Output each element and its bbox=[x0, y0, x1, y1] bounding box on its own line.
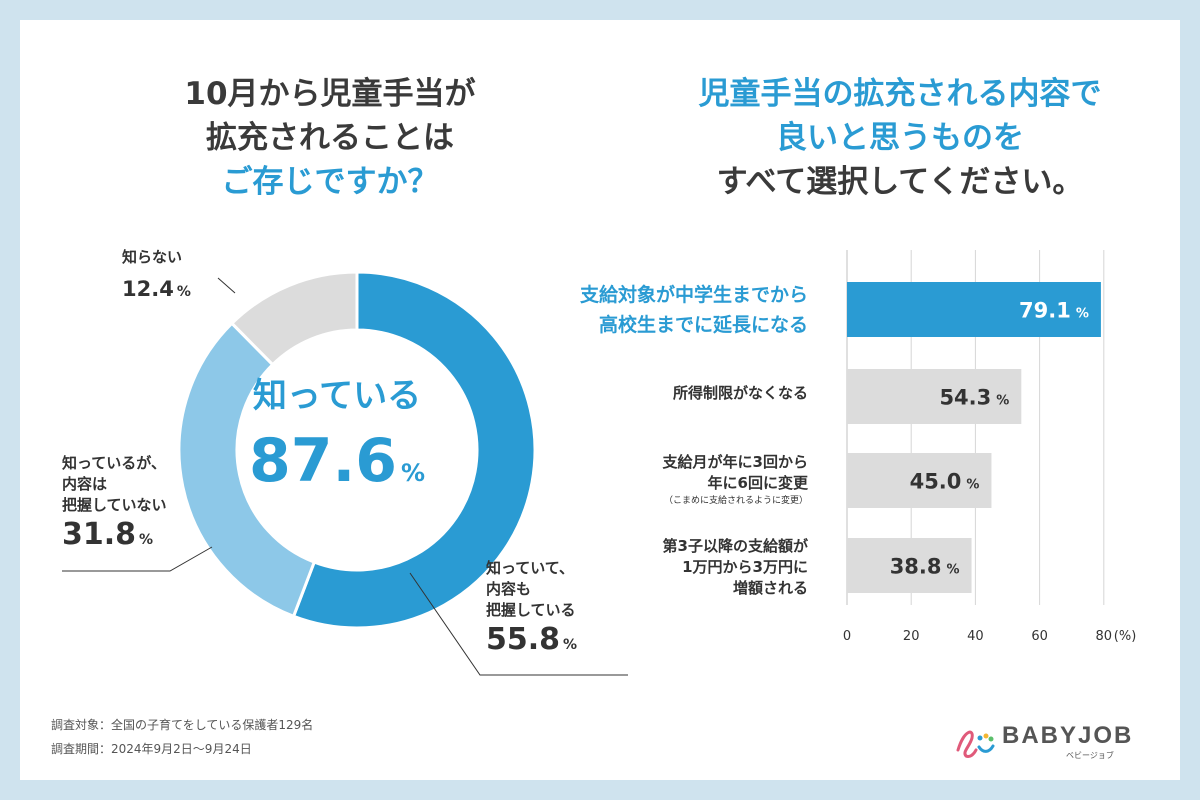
leader-line-unaware bbox=[217, 277, 236, 294]
x-unit-label: (%) bbox=[1114, 629, 1137, 644]
x-tick-label: 60 bbox=[1031, 629, 1048, 644]
bar-value-label-2: 45.0% bbox=[910, 470, 980, 494]
x-tick-label: 40 bbox=[967, 629, 984, 644]
donut-label-unaware-line1: 知らない bbox=[122, 248, 183, 266]
donut-center-pct: % bbox=[401, 459, 425, 487]
donut-value-aware-known: 55.8 bbox=[486, 622, 561, 657]
bar-category-1: 所得制限がなくなる bbox=[673, 383, 808, 404]
donut-value-aware-unknown: 31.8 bbox=[62, 517, 137, 552]
right-title-line1: 児童手当の拡充される内容で bbox=[698, 76, 1102, 112]
x-tick-label: 80 bbox=[1096, 629, 1113, 644]
donut-label-aware-known-line1: 知っていて、 bbox=[486, 559, 575, 577]
bar-3 bbox=[847, 538, 972, 593]
donut-label-unaware: 知らない 12.4% bbox=[122, 247, 191, 306]
donut-chart: 知っている 87.6% bbox=[62, 270, 628, 676]
donut-center-value-group: 87.6% bbox=[249, 426, 425, 496]
left-title-line1: 10月から児童手当が bbox=[184, 76, 476, 112]
bar-category-2-note: （こまめに支給されるように変更） bbox=[663, 496, 808, 506]
bar-1 bbox=[847, 369, 1022, 424]
left-title-line3: ご存じですか？ bbox=[221, 164, 439, 200]
donut-label-aware-known: 知っていて、 内容も 把握している 55.8% bbox=[486, 558, 577, 657]
donut-label-aware-unknown-line3: 把握していない bbox=[62, 496, 167, 514]
bar-chart: 79.1 % 54.3 % 45.0 % 38.8% 0 20 40 60 80 (%) bbox=[843, 250, 1137, 644]
bar-category-0-line2: 高校生までに延長になる bbox=[598, 314, 808, 336]
babyjob-logo-mark bbox=[956, 730, 995, 758]
infographic-card: 10月から児童手当が 拡充されることは ご存じですか？ 児童手当の拡充される内容… bbox=[20, 20, 1180, 780]
leader-line-aware-known bbox=[409, 572, 628, 676]
donut-slice-aware-known bbox=[291, 270, 537, 630]
bar-category-3: 第3子以降の支給額が 1万円から3万円に 増額される bbox=[663, 536, 808, 599]
x-tick-label: 0 bbox=[843, 629, 851, 644]
bar-value-label-3: 38.8% bbox=[890, 555, 960, 579]
donut-label-aware-known-line3: 把握している bbox=[486, 601, 576, 619]
x-tick-label: 20 bbox=[903, 629, 920, 644]
donut-pct-aware-known: % bbox=[563, 637, 578, 653]
donut-center-value: 87.6 bbox=[249, 426, 397, 496]
babyjob-logo: BABYJOB ベビージョブ bbox=[952, 720, 1152, 770]
donut-label-aware-unknown-line2: 内容は bbox=[62, 475, 108, 493]
leader-line-aware-unknown bbox=[62, 546, 213, 572]
bar-category-1-line1: 所得制限がなくなる bbox=[672, 384, 808, 402]
donut-center-label: 知っている bbox=[253, 376, 421, 416]
donut-slice-unaware bbox=[229, 270, 359, 367]
bar-category-3-line3: 増額される bbox=[732, 579, 808, 597]
bar-category-0: 支給対象が中学生までから 高校生までに延長になる bbox=[580, 280, 808, 340]
survey-period: 調査期間：2024年9月2日〜9月24日 bbox=[51, 742, 252, 756]
logo-subtext: ベビージョブ bbox=[1066, 751, 1114, 760]
survey-target: 調査対象：全国の子育てをしている保護者129名 bbox=[51, 718, 314, 732]
bar-category-3-line2: 1万円から3万円に bbox=[682, 558, 808, 576]
donut-pct-aware-unknown: % bbox=[139, 532, 154, 548]
bar-2 bbox=[847, 453, 992, 508]
donut-pct-unaware: % bbox=[176, 284, 191, 300]
donut-slice-aware-unknown bbox=[177, 321, 317, 619]
bar-category-0-line1: 支給対象が中学生までから bbox=[579, 284, 808, 306]
right-title: 児童手当の拡充される内容で 良いと思うものを すべて選択してください。 bbox=[620, 72, 1180, 204]
donut-label-aware-known-line2: 内容も bbox=[486, 580, 532, 598]
bar-category-2-line2: 年に6回に変更 bbox=[707, 474, 808, 492]
bar-category-2: 支給月が年に3回から 年に6回に変更 （こまめに支給されるように変更） bbox=[663, 452, 808, 508]
bar-value-label-0: 79.1% bbox=[1019, 299, 1089, 323]
donut-label-aware-unknown-line1: 知っているが、 bbox=[62, 454, 166, 472]
bar-category-2-line1: 支給月が年に3回から bbox=[662, 453, 808, 471]
bar-value-label-1: 54.3% bbox=[939, 386, 1009, 410]
logo-text: BABYJOB bbox=[1002, 722, 1134, 749]
left-title: 10月から児童手当が 拡充されることは ご存じですか？ bbox=[80, 72, 580, 204]
donut-label-aware-unknown: 知っているが、 内容は 把握していない 31.8% bbox=[62, 453, 167, 552]
bar-0 bbox=[847, 282, 1101, 337]
right-title-line3: すべて選択してください。 bbox=[716, 164, 1084, 200]
right-title-line2: 良いと思うものを bbox=[776, 120, 1024, 156]
donut-value-unaware: 12.4 bbox=[122, 277, 174, 301]
bar-category-3-line1: 第3子以降の支給額が bbox=[662, 537, 808, 555]
left-title-line2: 拡充されることは bbox=[206, 120, 454, 156]
